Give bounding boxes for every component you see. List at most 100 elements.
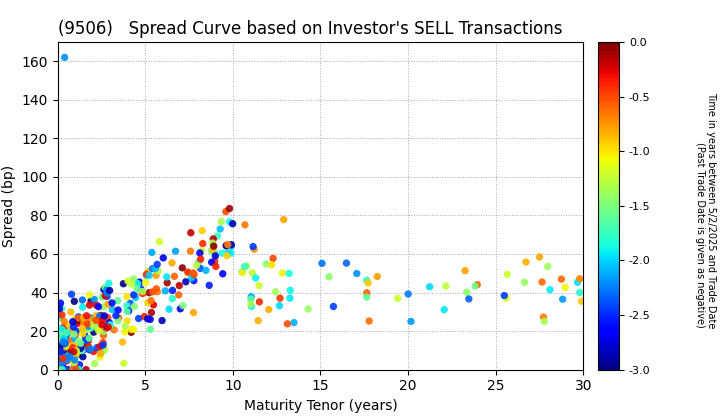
- Point: [93, 303, 104, 310]
- Point: [188, 309, 199, 316]
- Point: [91, 344, 103, 351]
- Point: [65, 309, 76, 315]
- Point: [117, 339, 128, 345]
- Point: [196, 247, 207, 254]
- Point: [267, 255, 279, 262]
- Point: [112, 307, 124, 313]
- Point: [113, 315, 125, 321]
- Point: [197, 240, 209, 247]
- Point: [77, 304, 89, 310]
- Point: [207, 247, 219, 253]
- Point: [59, 333, 71, 339]
- Point: [284, 295, 296, 302]
- Point: [63, 337, 74, 344]
- Point: [166, 260, 178, 266]
- Point: [79, 339, 91, 346]
- Point: [75, 345, 86, 352]
- Point: [284, 287, 296, 294]
- Point: [123, 307, 135, 314]
- Point: [66, 348, 77, 354]
- Point: [224, 218, 235, 225]
- Point: [132, 280, 143, 287]
- Point: [89, 296, 100, 303]
- Point: [84, 316, 96, 323]
- Point: [107, 306, 118, 313]
- Point: [225, 250, 237, 257]
- Point: [302, 306, 314, 312]
- Point: [180, 278, 192, 285]
- Point: [316, 260, 328, 267]
- Point: [574, 276, 585, 282]
- Point: [145, 326, 156, 333]
- Point: [236, 269, 248, 276]
- Point: [150, 272, 162, 279]
- Text: Time in years between 5/2/2025 and Trade Date
(Past Trade Date is given as negat: Time in years between 5/2/2025 and Trade…: [695, 92, 716, 328]
- Point: [253, 282, 265, 289]
- Point: [54, 305, 66, 312]
- Point: [53, 341, 64, 348]
- Point: [55, 366, 66, 373]
- Point: [85, 317, 96, 323]
- Point: [56, 305, 68, 312]
- Point: [472, 281, 483, 288]
- Point: [253, 299, 265, 305]
- Point: [68, 336, 80, 342]
- Point: [68, 331, 80, 338]
- Point: [61, 331, 73, 338]
- Point: [57, 349, 68, 355]
- Point: [61, 345, 73, 352]
- Point: [206, 259, 217, 265]
- Point: [372, 273, 383, 280]
- Point: [283, 270, 294, 277]
- Point: [104, 322, 116, 328]
- Point: [128, 291, 140, 298]
- Point: [119, 328, 130, 335]
- Point: [557, 296, 568, 302]
- Point: [361, 289, 372, 296]
- Point: [102, 293, 113, 300]
- Point: [208, 249, 220, 256]
- Point: [128, 326, 140, 333]
- Point: [248, 243, 259, 250]
- Point: [266, 262, 277, 268]
- Point: [53, 346, 64, 353]
- Point: [142, 299, 153, 306]
- Point: [246, 270, 258, 276]
- Point: [80, 366, 91, 373]
- Point: [66, 350, 77, 357]
- Point: [215, 218, 227, 225]
- Point: [56, 366, 68, 373]
- Point: [220, 243, 232, 249]
- Point: [59, 336, 71, 343]
- Point: [163, 306, 175, 312]
- Point: [274, 302, 285, 309]
- Point: [67, 318, 78, 325]
- Point: [538, 314, 549, 320]
- Point: [148, 302, 159, 308]
- Point: [278, 216, 289, 223]
- Point: [110, 312, 122, 319]
- Point: [55, 362, 67, 369]
- Point: [288, 319, 300, 326]
- Point: [80, 337, 91, 344]
- Point: [158, 255, 169, 261]
- Point: [500, 295, 512, 302]
- Point: [153, 268, 164, 274]
- Point: [78, 314, 89, 321]
- Point: [246, 293, 257, 300]
- Point: [99, 312, 110, 319]
- Point: [187, 270, 199, 276]
- Point: [94, 354, 106, 360]
- Point: [152, 289, 163, 295]
- Point: [150, 265, 161, 272]
- Point: [174, 282, 185, 289]
- Point: [195, 256, 207, 262]
- Point: [94, 343, 106, 350]
- Point: [57, 364, 68, 370]
- Point: [58, 347, 70, 354]
- Point: [207, 236, 219, 242]
- Point: [71, 344, 83, 351]
- Point: [424, 284, 436, 290]
- Point: [70, 366, 81, 373]
- Point: [58, 358, 69, 365]
